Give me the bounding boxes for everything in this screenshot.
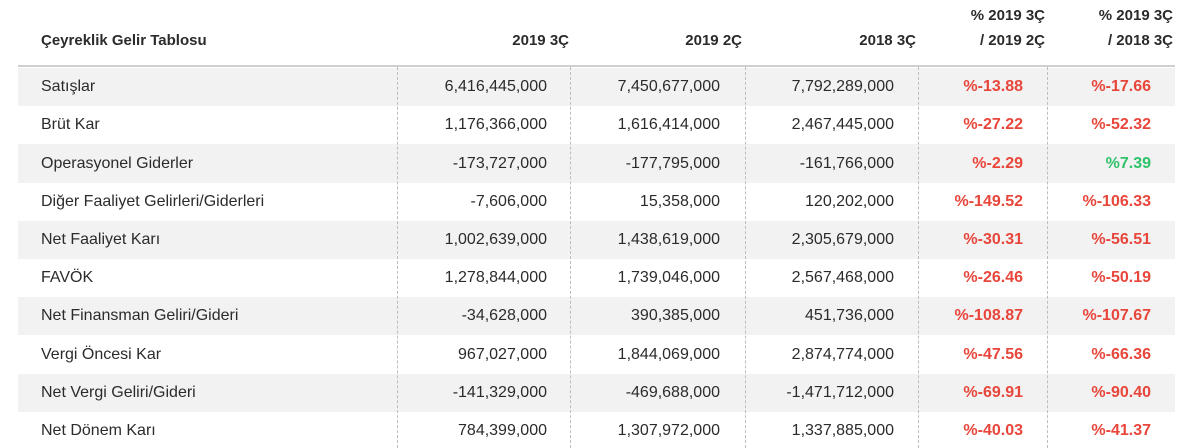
- value-cell: -177,795,000: [625, 154, 720, 172]
- row-label: Net Dönem Karı: [41, 421, 156, 439]
- column-separator: [397, 67, 398, 448]
- percent-change: %-27.22: [963, 116, 1023, 134]
- value-cell: 2,567,468,000: [791, 269, 894, 287]
- column-header: % 2019 3Ç: [1098, 7, 1173, 24]
- value-cell: 1,844,069,000: [617, 345, 720, 363]
- column-header: / 2018 3Ç: [1107, 32, 1173, 49]
- value-cell: 451,736,000: [805, 307, 894, 325]
- percent-change: %-56.51: [1091, 230, 1151, 248]
- row-label: Net Faaliyet Karı: [41, 230, 161, 248]
- value-cell: 6,416,445,000: [444, 78, 547, 96]
- column-header: / 2019 2Ç: [979, 32, 1045, 49]
- percent-change: %-40.03: [963, 421, 1023, 439]
- value-cell: 7,792,289,000: [791, 78, 894, 96]
- column-header: 2018 3Ç: [859, 32, 916, 49]
- value-cell: 1,176,366,000: [444, 116, 547, 134]
- value-cell: 1,278,844,000: [444, 269, 547, 287]
- value-cell: 1,438,619,000: [617, 230, 720, 248]
- value-cell: 967,027,000: [458, 345, 547, 363]
- percent-change: %-106.33: [1082, 192, 1152, 210]
- value-cell: -34,628,000: [461, 307, 547, 325]
- percent-change: %7.39: [1105, 154, 1151, 172]
- row-background: [18, 220, 1175, 259]
- column-separator: [1047, 67, 1048, 448]
- value-cell: 2,874,774,000: [791, 345, 894, 363]
- value-cell: -7,606,000: [470, 192, 547, 210]
- value-cell: 1,739,046,000: [617, 269, 720, 287]
- percent-change: %-41.37: [1091, 421, 1151, 439]
- percent-change: %-107.67: [1082, 307, 1152, 325]
- value-cell: 2,305,679,000: [791, 230, 894, 248]
- row-label: Diğer Faaliyet Gelirleri/Giderleri: [41, 192, 265, 210]
- row-label: Net Vergi Geliri/Gideri: [41, 383, 196, 401]
- value-cell: 1,337,885,000: [791, 421, 894, 439]
- row-label: Brüt Kar: [41, 116, 100, 134]
- percent-change: %-26.46: [963, 269, 1023, 287]
- percent-change: %-13.88: [963, 78, 1023, 96]
- value-cell: -1,471,712,000: [786, 383, 894, 401]
- column-header: 2019 2Ç: [685, 32, 742, 49]
- percent-change: %-2.29: [972, 154, 1023, 172]
- percent-change: %-149.52: [954, 192, 1024, 210]
- percent-change: %-50.19: [1091, 269, 1151, 287]
- value-cell: 1,307,972,000: [617, 421, 720, 439]
- percent-change: %-30.31: [963, 230, 1023, 248]
- value-cell: 1,002,639,000: [444, 230, 547, 248]
- percent-change: %-52.32: [1091, 116, 1151, 134]
- table-title: Çeyreklik Gelir Tablosu: [41, 32, 207, 49]
- column-header: 2019 3Ç: [512, 32, 569, 49]
- row-background: [18, 68, 1175, 107]
- value-cell: 784,399,000: [458, 421, 547, 439]
- column-header: % 2019 3Ç: [970, 7, 1045, 24]
- value-cell: -161,766,000: [799, 154, 894, 172]
- column-separator: [570, 67, 571, 448]
- value-cell: 15,358,000: [639, 192, 720, 210]
- header-divider: [18, 65, 1175, 67]
- column-separator: [745, 67, 746, 448]
- value-cell: -469,688,000: [625, 383, 720, 401]
- value-cell: 2,467,445,000: [791, 116, 894, 134]
- value-cell: 7,450,677,000: [617, 78, 720, 96]
- percent-change: %-69.91: [963, 383, 1023, 401]
- value-cell: -141,329,000: [452, 383, 547, 401]
- row-label: Vergi Öncesi Kar: [41, 345, 162, 363]
- value-cell: 1,616,414,000: [617, 116, 720, 134]
- row-label: Satışlar: [41, 78, 96, 96]
- percent-change: %-90.40: [1091, 383, 1151, 401]
- row-label: FAVÖK: [41, 269, 94, 287]
- value-cell: 390,385,000: [631, 307, 720, 325]
- row-background: [18, 297, 1175, 336]
- row-background: [18, 373, 1175, 412]
- column-separator: [918, 67, 919, 448]
- row-label: Operasyonel Giderler: [41, 154, 194, 172]
- value-cell: 120,202,000: [805, 192, 894, 210]
- row-background: [18, 144, 1175, 183]
- percent-change: %-108.87: [954, 307, 1024, 325]
- percent-change: %-66.36: [1091, 345, 1151, 363]
- value-cell: -173,727,000: [452, 154, 547, 172]
- percent-change: %-17.66: [1091, 78, 1151, 96]
- percent-change: %-47.56: [963, 345, 1023, 363]
- row-label: Net Finansman Geliri/Gideri: [41, 307, 239, 325]
